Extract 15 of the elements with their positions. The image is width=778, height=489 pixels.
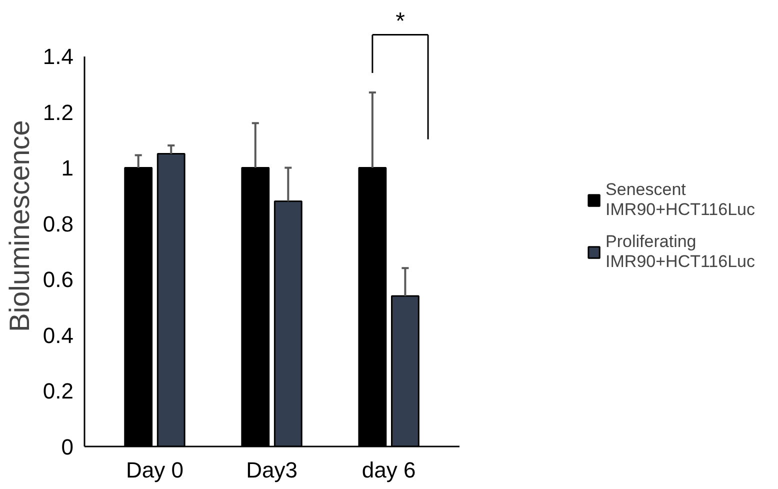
y-tick-label: 1.4 — [42, 44, 74, 70]
x-tick-label: Day3 — [246, 458, 298, 482]
y-tick-label: 0.8 — [42, 211, 74, 236]
y-tick-label: 1 — [61, 156, 74, 181]
y-tick-label: 1.2 — [42, 100, 74, 125]
legend-label: Proliferating IMR90+HCT116Luc — [606, 232, 755, 272]
text: * — [396, 8, 405, 35]
y-tick-label: 0.2 — [42, 378, 74, 404]
y-tick-label: 0.6 — [42, 267, 74, 292]
y-axis-title: Bioluminescence — [4, 120, 35, 332]
legend-label: Senescent IMR90+HCT116Luc — [606, 180, 755, 220]
x-tick-label: day 6 — [362, 458, 416, 482]
y-tick-label: 0.4 — [42, 322, 74, 348]
x-tick-label: Day 0 — [126, 458, 184, 482]
y-tick-label: 0 — [61, 434, 74, 460]
